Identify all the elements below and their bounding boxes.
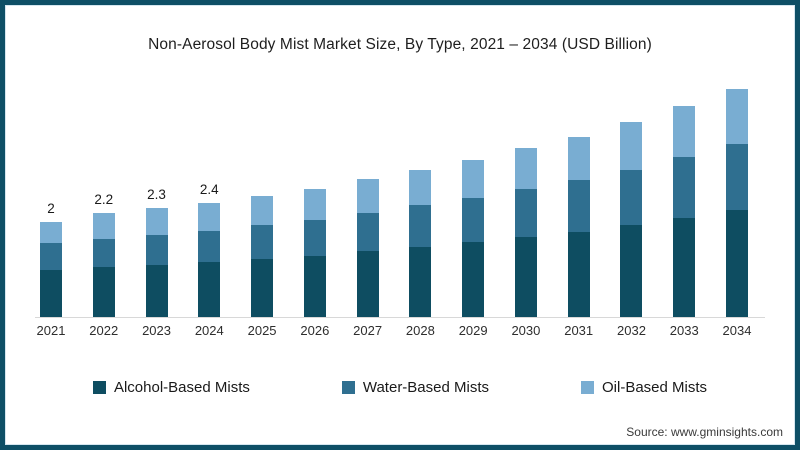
bar-segment-water-based-mists	[620, 169, 643, 226]
bar-2034	[726, 89, 748, 317]
bar-segment-oil-based-mists	[92, 212, 115, 239]
bar-segment-alcohol-based-mists	[198, 262, 221, 317]
bar-segment-oil-based-mists	[198, 203, 221, 231]
bar-segment-water-based-mists	[726, 143, 748, 211]
bar-segment-alcohol-based-mists	[726, 210, 748, 317]
legend-label: Alcohol-Based Mists	[113, 379, 250, 396]
bar-segment-alcohol-based-mists	[673, 218, 696, 317]
x-axis-label-2024: 2024	[194, 323, 224, 338]
bar-segment-alcohol-based-mists	[514, 237, 537, 317]
legend-item-water-based-mists: Water-Based Mists	[341, 379, 489, 396]
legend-item-oil-based-mists: Oil-Based Mists	[581, 379, 707, 396]
bar-2031	[567, 136, 590, 318]
x-axis-label-2027: 2027	[353, 323, 383, 338]
x-axis-label-2030: 2030	[511, 323, 541, 338]
bar-segment-water-based-mists	[303, 219, 326, 256]
legend-label: Water-Based Mists	[362, 379, 489, 396]
bar-segment-alcohol-based-mists	[92, 267, 115, 317]
bar-2032	[620, 122, 643, 317]
x-axis-label-2023: 2023	[142, 323, 171, 338]
x-axis-label-2025: 2025	[247, 323, 277, 338]
bar-segment-oil-based-mists	[40, 222, 62, 244]
bar-2026	[303, 188, 326, 317]
bar-2023	[145, 207, 168, 317]
bar-2029	[462, 160, 485, 317]
x-axis-label-2033: 2033	[669, 323, 699, 338]
bar-segment-water-based-mists	[356, 212, 379, 252]
bar-value-label: 2.4	[199, 182, 219, 197]
bar-2022	[92, 212, 115, 317]
bar-segment-oil-based-mists	[567, 136, 590, 181]
bar-segment-oil-based-mists	[251, 195, 274, 226]
bar-segment-alcohol-based-mists	[567, 231, 590, 317]
legend-swatch-water-icon	[341, 381, 355, 394]
bar-segment-alcohol-based-mists	[303, 255, 326, 317]
bar-2027	[356, 179, 379, 317]
bar-2024	[198, 203, 221, 317]
bar-segment-water-based-mists	[251, 225, 274, 260]
bar-segment-alcohol-based-mists	[620, 225, 643, 317]
bar-segment-water-based-mists	[673, 157, 696, 219]
bar-segment-water-based-mists	[462, 197, 485, 243]
bar-segment-alcohol-based-mists	[251, 259, 274, 317]
x-axis-label-2034: 2034	[722, 323, 752, 338]
x-axis-label-2031: 2031	[564, 323, 594, 338]
bar-2030	[514, 148, 537, 317]
bar-2028	[409, 169, 432, 317]
bar-segment-oil-based-mists	[303, 188, 326, 220]
x-axis-label-2028: 2028	[405, 323, 435, 338]
plot-area: 2 2021 2.2 2022 2.3 2023 2.4 2024 2025 2026 2027 20…	[5, 5, 795, 445]
bar-value-label: 2.2	[94, 191, 114, 207]
legend-swatch-oil-icon	[581, 381, 594, 394]
bar-segment-water-based-mists	[567, 180, 590, 232]
bar-2033	[673, 105, 696, 317]
legend-item-alcohol-based-mists: Alcohol-Based Mists	[92, 379, 250, 396]
bar-segment-alcohol-based-mists	[40, 269, 62, 317]
x-axis-label-2032: 2032	[617, 323, 646, 338]
bar-segment-water-based-mists	[409, 205, 432, 248]
bar-segment-alcohol-based-mists	[356, 251, 379, 317]
bar-segment-alcohol-based-mists	[409, 247, 432, 317]
bar-segment-oil-based-mists	[356, 179, 379, 213]
bar-segment-oil-based-mists	[620, 122, 643, 170]
x-axis-label-2026: 2026	[300, 323, 330, 338]
legend-swatch-alcohol-icon	[92, 381, 106, 394]
legend-label: Oil-Based Mists	[602, 379, 708, 396]
bar-2021	[40, 222, 62, 317]
chart-title: Non-Aerosol Body Mist Market Size, By Ty…	[148, 36, 652, 53]
bar-value-label: 2.3	[147, 186, 166, 202]
bar-segment-oil-based-mists	[726, 89, 748, 144]
bar-segment-oil-based-mists	[145, 207, 168, 235]
x-axis-label-2029: 2029	[458, 323, 488, 338]
bar-2025	[251, 195, 274, 317]
bar-segment-oil-based-mists	[514, 148, 537, 189]
source-attribution: Source: www.gminsights.com	[626, 425, 783, 439]
x-axis-line	[35, 317, 765, 318]
bar-segment-oil-based-mists	[462, 160, 485, 198]
bar-segment-water-based-mists	[145, 234, 168, 265]
x-axis-label-2022: 2022	[89, 323, 119, 338]
bar-segment-water-based-mists	[40, 243, 62, 270]
bar-segment-oil-based-mists	[409, 169, 432, 206]
bar-segment-oil-based-mists	[673, 105, 696, 158]
bar-value-label: 2	[47, 201, 55, 216]
x-axis-label-2021: 2021	[36, 323, 66, 338]
legend: Alcohol-Based Mists Water-Based Mists Oi…	[5, 379, 795, 396]
bar-segment-water-based-mists	[514, 188, 537, 238]
bar-segment-water-based-mists	[198, 230, 221, 263]
bar-segment-alcohol-based-mists	[145, 264, 168, 317]
bar-segment-alcohol-based-mists	[462, 242, 485, 317]
bar-segment-water-based-mists	[92, 238, 115, 268]
